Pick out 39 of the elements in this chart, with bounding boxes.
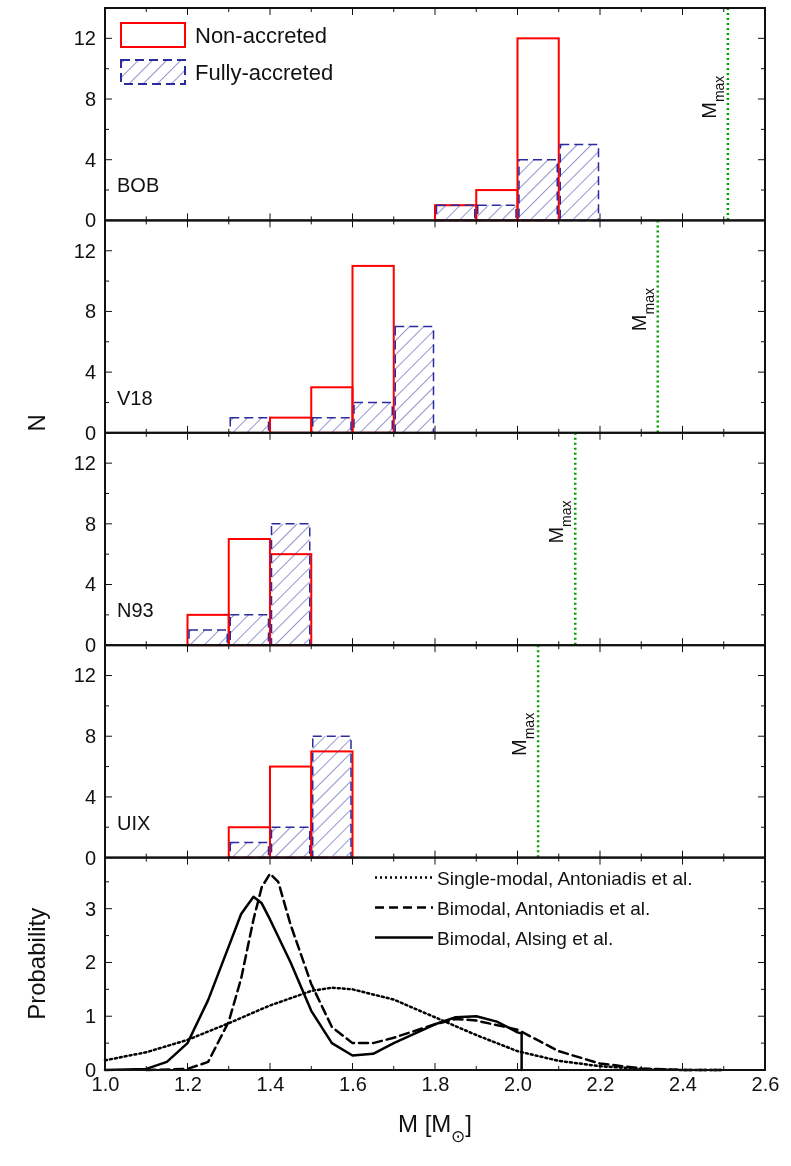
y-tick-label: 0	[84, 846, 96, 869]
y-tick-label: 4	[84, 361, 96, 384]
y-tick-label: 2	[84, 951, 96, 974]
y-tick-label: 8	[84, 512, 96, 535]
x-tick-label: 2.0	[504, 1073, 532, 1095]
y-tick-label: 12	[73, 452, 96, 475]
y-tick-label: 8	[84, 725, 96, 748]
x-tick-label: 2.4	[669, 1073, 697, 1095]
annotation: N93	[117, 599, 154, 622]
x-axis-title: M [M$_{⊙}$]	[398, 1110, 472, 1146]
legend-label: Fully-accreted	[195, 60, 334, 85]
x-tick-label: 2.2	[586, 1073, 615, 1095]
y-tick-label: 0	[84, 421, 96, 444]
legend-label: Bimodal, Alsing et al.	[437, 927, 614, 949]
x-tick-label: 2.6	[751, 1073, 780, 1095]
x-tick-label: 1.8	[421, 1073, 450, 1095]
y-axis-title: N	[23, 414, 50, 432]
y-tick-label: 4	[84, 785, 96, 808]
y-tick-label: 4	[84, 148, 96, 171]
y-tick-label: 12	[73, 239, 96, 262]
y-tick-label: 8	[84, 87, 96, 110]
annotation: BOB	[117, 174, 160, 197]
legend-label: Bimodal, Antoniadis et al.	[437, 897, 651, 919]
y-tick-label: 4	[84, 573, 96, 596]
y-tick-label: 1	[84, 1005, 96, 1028]
y-tick-label: 0	[84, 209, 96, 232]
y-tick-label: 12	[73, 27, 96, 50]
annotation: V18	[117, 386, 153, 409]
y-tick-label: 8	[84, 300, 96, 323]
y-axis-title: Probability	[23, 907, 50, 1020]
y-tick-label: 12	[73, 664, 96, 687]
legend-label: Non-accreted	[195, 23, 328, 48]
x-tick-label: 1.6	[339, 1073, 367, 1095]
x-tick-label: 1.4	[256, 1073, 285, 1095]
annotation: UIX	[117, 811, 151, 834]
y-tick-label: 0	[84, 634, 96, 657]
x-tick-label: 1.2	[174, 1073, 202, 1095]
legend-label: Single-modal, Antoniadis et al.	[437, 867, 693, 889]
y-tick-label: 3	[84, 897, 96, 920]
